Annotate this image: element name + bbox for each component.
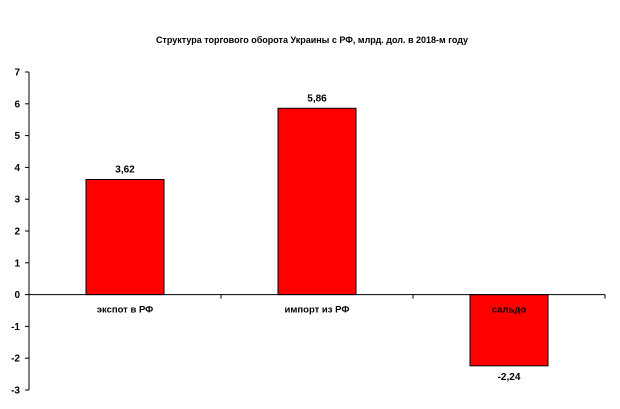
category-labels: экспот в РФ импорт из РФ сальдо bbox=[97, 305, 527, 316]
y-tick-label: 2 bbox=[14, 227, 20, 238]
data-label: 5,86 bbox=[307, 93, 327, 104]
bar bbox=[469, 294, 549, 367]
y-tick-label: 7 bbox=[14, 68, 20, 79]
bar bbox=[85, 178, 165, 296]
bar bbox=[277, 107, 357, 296]
data-label: -2,24 bbox=[498, 372, 521, 383]
y-tick-label: -2 bbox=[11, 354, 20, 365]
category-label: сальдо bbox=[492, 305, 527, 316]
data-labels: 3,62 5,86 -2,24 bbox=[115, 93, 521, 383]
y-tick-label: 6 bbox=[14, 99, 20, 110]
category-label: экспот в РФ bbox=[97, 305, 154, 316]
category-label: импорт из РФ bbox=[285, 305, 350, 316]
y-axis: -3 -2 -1 0 1 2 3 4 5 6 7 bbox=[11, 68, 30, 397]
y-tick-label: 3 bbox=[14, 195, 20, 206]
x-axis bbox=[29, 294, 606, 299]
chart-title: Структура торгового оборота Украины с РФ… bbox=[156, 35, 468, 45]
bar-series bbox=[85, 107, 549, 367]
y-tick-label: 5 bbox=[14, 131, 20, 142]
y-tick-label: -1 bbox=[11, 322, 20, 333]
data-label: 3,62 bbox=[115, 164, 135, 175]
y-tick-label: 4 bbox=[14, 163, 20, 174]
y-tick-label: -3 bbox=[11, 386, 20, 397]
y-tick-label: 0 bbox=[14, 290, 20, 301]
y-tick-label: 1 bbox=[14, 258, 20, 269]
